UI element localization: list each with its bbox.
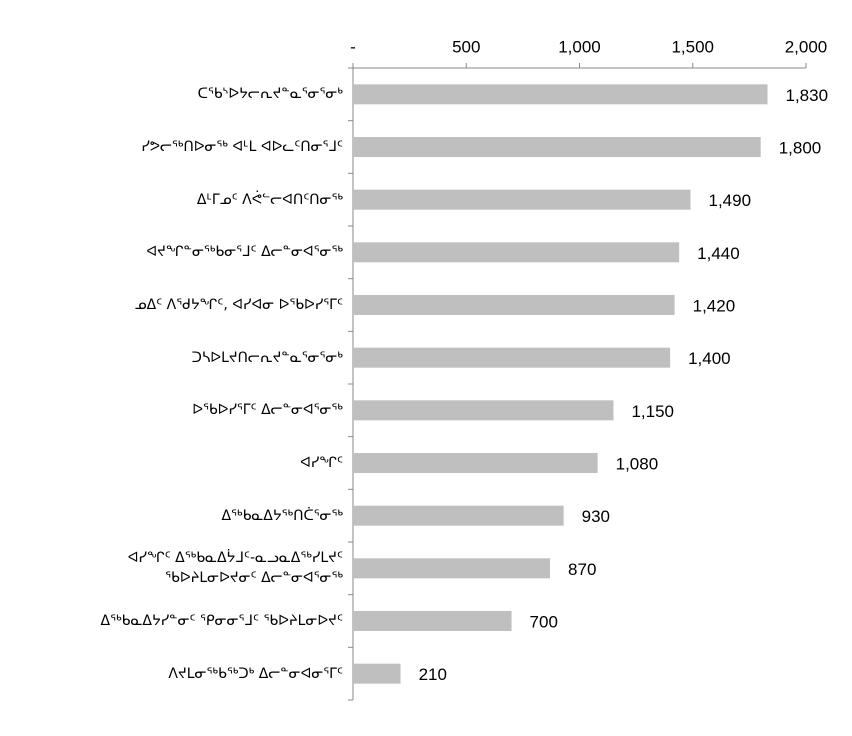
value-label: 1,420 [693, 296, 736, 315]
x-tick-label: 1,500 [671, 37, 714, 56]
value-label: 700 [530, 612, 558, 631]
value-label: 210 [419, 665, 447, 684]
bar [353, 611, 512, 631]
category-label: ᓯᕗᓕᖅᑎᐅᓂᖅ ᐊᒻᒪ ᐊᐅᓚᑦᑎᓂᕐᒧᑦ [141, 139, 343, 155]
category-label: ᐃᒻᒥᓄᑦ ᐱᕚᓪᓕᐊᑎᑦᑎᓂᖅ [196, 191, 343, 208]
category-label: ᐃᖅᑲᓇᐃᔭᖅᑎᑖᕐᓂᖅ [221, 507, 343, 524]
bar [353, 347, 671, 368]
bar [353, 663, 401, 684]
bar [353, 505, 564, 526]
category-label: ᓄᐃᑦ ᐱᖁᔭᖏᑦ, ᐊᓯᐊᓂ ᐅᖃᐅᓯᕐᒥᑦ [134, 297, 343, 313]
bar [353, 453, 598, 473]
value-label: 1,800 [779, 138, 822, 157]
value-label: 870 [568, 560, 596, 579]
bar [353, 558, 551, 579]
category-label: ᐱᔪᒪᓂᖅᑲᖅᑐᒃ ᐃᓕᓐᓂᐊᓂᕐᒥᑦ [168, 665, 343, 682]
value-label: 1,440 [697, 244, 740, 263]
value-label: 1,150 [631, 402, 674, 421]
bar [353, 242, 680, 263]
x-tick-label: 2,000 [785, 37, 828, 56]
value-label: 1,080 [616, 454, 659, 473]
category-label: ᐊᔪᖏᓐᓂᖅᑲᓂᕐᒧᑦ ᐃᓕᓐᓂᐊᕐᓂᖅ [146, 244, 343, 261]
value-label: 1,490 [708, 191, 751, 210]
category-label: ᐃᖅᑲᓇᐃᔭᓯᓐᓂᑦ ᕿᓂᓂᕐᒧᑦ ᖃᐅᔨᒪᓂᐅᔪᑦ [100, 613, 343, 629]
category-label: ᐊᓯᖏᑦ ᐃᖅᑲᓇᐃᔮᒧᑦ-ᓇᓗᓇᐃᖅᓯᒪᔪᑦ ᖃᐅᔨᒪᓂᐅᔪᓂᑦ ᐃᓕᓐᓂᐊᕐ… [127, 550, 343, 587]
bar [353, 400, 614, 421]
x-tick-label: - [350, 37, 356, 56]
value-label: 1,830 [785, 86, 828, 105]
x-tick-label: 1,000 [558, 37, 601, 56]
value-label: 1,400 [688, 349, 731, 368]
bar [353, 189, 691, 210]
category-label: ᑕᕐᑲᔅᐅᔭᓕᕆᔪᓐᓇᕐᓂᕐᓂᒃ [197, 86, 343, 103]
bar [353, 84, 768, 105]
value-label: 930 [582, 507, 610, 526]
bar [353, 137, 761, 157]
category-label: ᐅᖃᐅᓯᕐᒥᑦ ᐃᓕᓐᓂᐊᕐᓂᖅ [192, 402, 343, 419]
bar [353, 295, 675, 315]
category-label: ᑐᓴᐅᒪᔪᑎᓕᕆᔪᓐᓇᕐᓂᕐᓂᒃ [191, 349, 343, 366]
x-tick-label: 500 [452, 37, 480, 56]
category-label: ᐊᓯᖏᑦ [300, 455, 343, 471]
